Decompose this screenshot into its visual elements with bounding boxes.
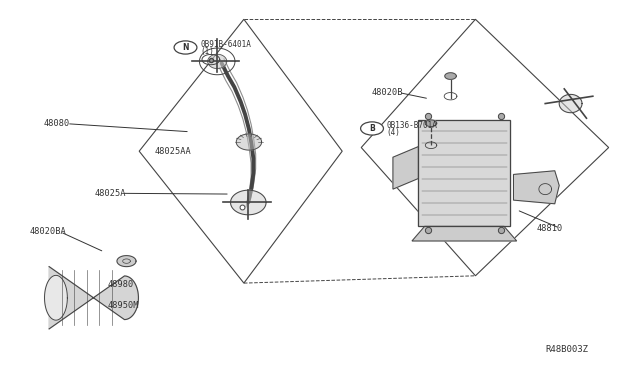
Polygon shape [412, 226, 516, 241]
Polygon shape [49, 267, 138, 329]
Text: (1): (1) [200, 47, 214, 57]
Text: 0B91B-6401A: 0B91B-6401A [200, 40, 251, 49]
Polygon shape [445, 73, 456, 79]
Polygon shape [419, 120, 510, 226]
Text: 0B136-B701A: 0B136-B701A [387, 121, 438, 130]
Text: 48020BA: 48020BA [29, 227, 66, 236]
Text: 48080: 48080 [44, 119, 70, 128]
Text: (4): (4) [387, 128, 401, 137]
Polygon shape [117, 256, 136, 267]
Polygon shape [45, 275, 67, 320]
Polygon shape [236, 134, 262, 150]
Text: 48025AA: 48025AA [155, 147, 192, 156]
Polygon shape [393, 147, 419, 189]
Text: 48020B: 48020B [372, 88, 404, 97]
Text: B: B [369, 124, 375, 133]
Polygon shape [426, 120, 436, 126]
Polygon shape [208, 54, 227, 68]
Circle shape [360, 122, 383, 135]
Text: R48B003Z: R48B003Z [545, 344, 588, 353]
Text: N: N [182, 43, 189, 52]
Circle shape [174, 41, 197, 54]
Polygon shape [559, 94, 582, 113]
Polygon shape [230, 190, 266, 215]
Text: 48980: 48980 [108, 280, 134, 289]
Text: 48025A: 48025A [95, 189, 126, 198]
Text: 48950M: 48950M [108, 301, 139, 310]
Polygon shape [513, 171, 559, 204]
Text: 48810: 48810 [537, 224, 563, 232]
